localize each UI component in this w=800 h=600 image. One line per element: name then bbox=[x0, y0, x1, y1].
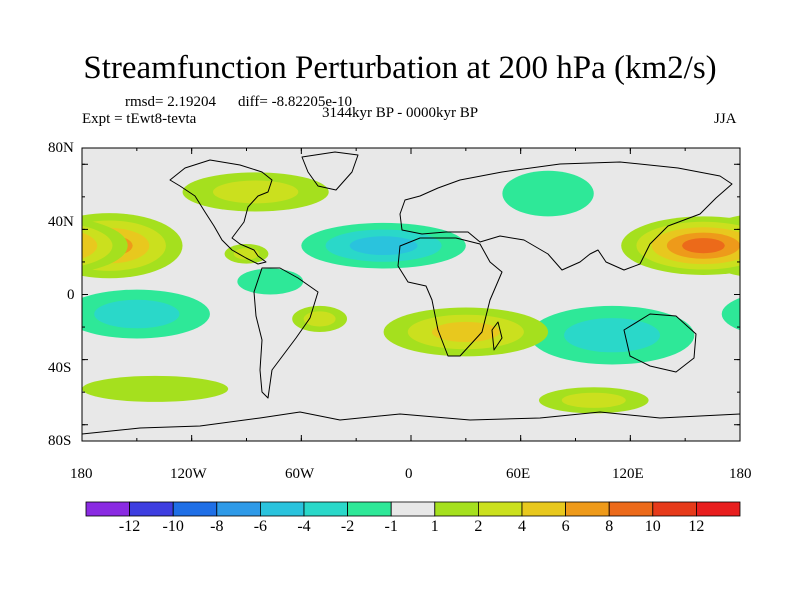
axis-ticks bbox=[81, 148, 741, 441]
coast-eurasia bbox=[399, 161, 733, 271]
coast-south-america bbox=[253, 267, 319, 399]
contour-region bbox=[564, 318, 661, 353]
experiment-label: Expt = tEwt8-tevta bbox=[82, 111, 197, 127]
colorbar-label: -2 bbox=[340, 518, 355, 535]
contour-region bbox=[744, 235, 791, 256]
contour-region bbox=[233, 248, 260, 260]
contour-region bbox=[24, 238, 67, 253]
colorbar-label: 6 bbox=[561, 518, 570, 535]
contour-region bbox=[752, 300, 800, 328]
colorbar-label: -12 bbox=[118, 518, 141, 535]
contour-region bbox=[0, 306, 36, 365]
period-label: 3144kyr BP - 0000kyr BP bbox=[322, 105, 479, 121]
coastlines bbox=[82, 151, 740, 435]
x-tick-label: 120E bbox=[612, 466, 644, 482]
colorbar-label: -4 bbox=[297, 518, 311, 535]
coast-madagascar bbox=[491, 321, 503, 351]
colorbar-label: -6 bbox=[253, 518, 268, 535]
colorbar-swatch bbox=[608, 501, 654, 517]
contour-region bbox=[94, 299, 180, 329]
colorbar-swatch bbox=[259, 501, 305, 517]
coast-north-america bbox=[169, 159, 273, 265]
x-tick-label: 180 bbox=[70, 466, 93, 482]
colorbar-label: 12 bbox=[688, 518, 705, 535]
colorbar-swatch bbox=[652, 501, 697, 517]
colorbar-swatch bbox=[216, 501, 261, 517]
season-label: JJA bbox=[714, 111, 737, 127]
coast-africa bbox=[397, 237, 503, 357]
y-tick-label: 80S bbox=[48, 433, 72, 449]
contour-region bbox=[303, 311, 336, 327]
colorbar-label: 1 bbox=[430, 518, 439, 535]
colorbar-label: 4 bbox=[518, 518, 526, 535]
contour-layer bbox=[0, 170, 800, 414]
contour-region bbox=[237, 268, 304, 295]
colorbar-swatch bbox=[129, 501, 174, 517]
colorbar-swatch bbox=[172, 501, 218, 517]
contour-region bbox=[82, 232, 98, 259]
coast-greenland bbox=[301, 151, 359, 191]
colorbar-swatch bbox=[521, 501, 566, 517]
contour-region bbox=[431, 321, 500, 342]
diff-stat: diff= -8.82205e-10 bbox=[238, 94, 352, 110]
colorbar-swatch bbox=[390, 501, 436, 517]
colorbar-label: -1 bbox=[384, 518, 398, 535]
contour-region bbox=[349, 236, 418, 256]
contour-region bbox=[561, 392, 626, 408]
colorbar-swatch bbox=[565, 501, 610, 517]
x-tick-label: 0 bbox=[405, 466, 413, 482]
contour-region bbox=[682, 238, 725, 254]
contour-region bbox=[82, 375, 229, 402]
coast-australia bbox=[623, 313, 697, 373]
x-tick-label: 180 bbox=[729, 466, 752, 482]
map-title: Streamfunction Perturbation at 200 hPa (… bbox=[83, 50, 717, 86]
colorbar-label: 8 bbox=[605, 518, 614, 535]
contour-region bbox=[9, 233, 82, 259]
y-tick-label: 80N bbox=[48, 140, 74, 156]
colorbar bbox=[85, 501, 741, 517]
colorbar-swatch bbox=[85, 501, 130, 517]
colorbar-swatch bbox=[477, 501, 523, 517]
colorbar-swatch bbox=[434, 501, 479, 517]
contour-region bbox=[740, 376, 800, 402]
y-tick-label: 0 bbox=[67, 287, 75, 303]
contour-region bbox=[721, 297, 740, 331]
contour-region bbox=[502, 170, 594, 217]
colorbar-label: -8 bbox=[210, 518, 224, 535]
colorbar-label: 2 bbox=[474, 518, 483, 535]
contour-region bbox=[0, 318, 2, 352]
contour-region bbox=[212, 180, 299, 204]
y-tick-label: 40S bbox=[48, 360, 72, 376]
x-tick-label: 120W bbox=[170, 466, 207, 482]
colorbar-label: 10 bbox=[644, 518, 661, 535]
x-tick-label: 60W bbox=[285, 466, 315, 482]
x-tick-label: 60E bbox=[506, 466, 531, 482]
rmsd-stat: rmsd= 2.19204 bbox=[125, 94, 216, 110]
colorbar-swatch bbox=[347, 501, 392, 517]
colorbar-swatch bbox=[696, 501, 741, 517]
colorbar-label: -10 bbox=[162, 518, 184, 535]
colorbar-swatch bbox=[303, 501, 348, 517]
y-tick-label: 40N bbox=[48, 214, 74, 230]
coast-antarctica bbox=[82, 411, 740, 435]
